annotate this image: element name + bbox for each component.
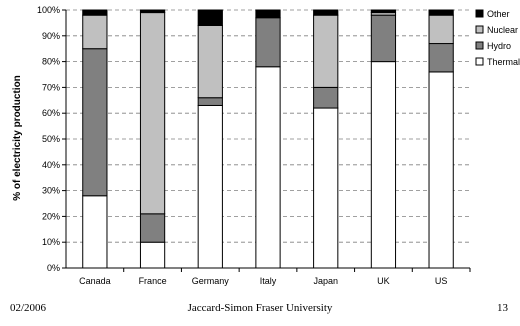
y-axis-label: % of electricity production [12,75,23,201]
legend-label-nuclear: Nuclear [487,25,518,35]
bar-thermal [197,104,223,269]
legend: Other Nuclear Hydro Thermal [475,9,520,67]
bar-nuclear [313,14,339,88]
y-tick-label: 70% [42,82,60,92]
footer-page-number: 13 [497,302,508,314]
legend-label-hydro: Hydro [487,41,511,51]
y-tick-label: 40% [42,160,60,170]
x-tick-label: Canada [79,276,111,286]
stacked-bar-chart: 0% 10% 20% 30% 40% 50% 60% 70% 80% 90% 100% Canada… [12,5,520,286]
y-tick-label: 60% [42,108,60,118]
bar-other [313,9,339,16]
legend-label-thermal: Thermal [487,57,520,67]
bar-hydro [313,86,339,109]
bar-hydro [255,17,281,68]
bar-other [197,9,223,26]
y-tick-label: 100% [37,5,60,15]
legend-swatch-other [475,9,484,18]
bar-hydro [197,97,223,106]
bars [82,9,454,269]
bar-thermal [255,66,281,269]
bar-other [255,9,281,19]
y-axis: 0% 10% 20% 30% 40% 50% 60% 70% 80% 90% 100% [37,5,67,273]
bar-other [139,9,166,14]
legend-label-other: Other [487,9,510,19]
bar-nuclear [82,14,108,50]
footer-date: 02/2006 [10,302,47,314]
bar-group-germany [197,9,223,269]
bar-hydro [82,48,108,197]
y-tick-label: 30% [42,186,60,196]
bar-group-italy [255,9,281,269]
bar-group-us [428,9,454,269]
legend-swatch-nuclear [475,25,484,34]
y-tick-label: 10% [42,237,60,247]
x-tick-label: UK [377,276,390,286]
gridlines [66,9,470,243]
x-axis: Canada France Germany Italy Japan UK US [66,267,471,286]
bar-group-canada [82,9,108,269]
footer-institution: Jaccard-Simon Fraser University [187,302,333,314]
bar-group-japan [313,9,339,269]
y-tick-label: 90% [42,31,60,41]
x-tick-label: Germany [192,276,230,286]
bar-other [428,9,454,16]
legend-swatch-hydro [475,41,484,50]
y-tick-label: 80% [42,57,60,67]
x-tick-label: US [435,276,448,286]
bar-hydro [370,14,397,63]
bar-group-france [139,9,166,269]
y-tick-label: 50% [42,134,60,144]
x-tick-label: Japan [313,276,338,286]
bar-thermal [313,107,339,269]
bar-group-uk [370,9,397,269]
legend-swatch-thermal [475,57,484,66]
bar-nuclear [197,24,223,99]
bar-hydro [428,43,454,73]
y-tick-label: 0% [47,263,60,273]
bar-other [82,9,108,16]
bar-thermal [370,61,397,269]
bar-thermal [82,195,108,269]
bar-thermal [428,71,454,269]
y-tick-label: 20% [42,211,60,221]
x-tick-label: Italy [260,276,277,286]
x-tick-label: France [139,276,167,286]
bar-nuclear [139,12,166,215]
bar-other [370,9,397,14]
bar-hydro [139,213,166,243]
bar-nuclear [428,14,454,45]
bar-thermal [139,241,166,269]
